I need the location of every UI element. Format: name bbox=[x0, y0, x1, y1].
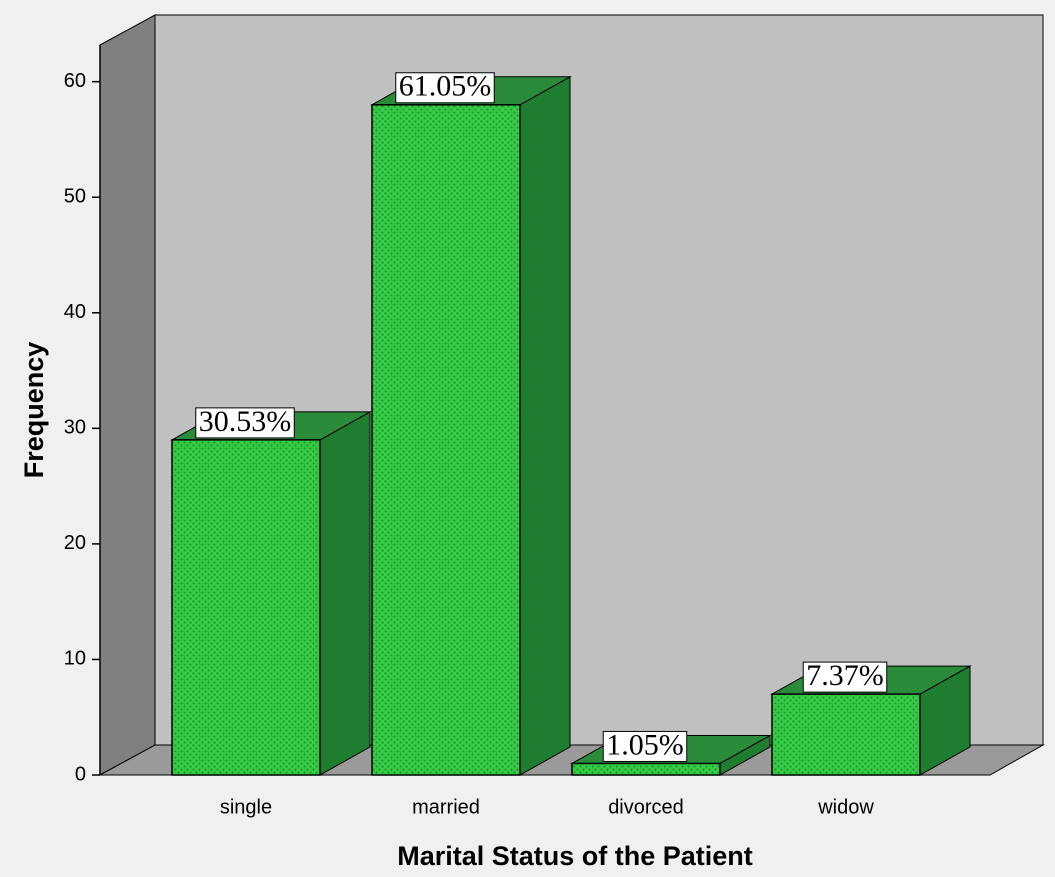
y-tick-label: 60 bbox=[64, 70, 86, 92]
y-tick-label: 0 bbox=[75, 763, 86, 785]
x-tick-label: widow bbox=[817, 796, 874, 818]
y-tick-label: 10 bbox=[64, 648, 86, 670]
x-tick-label: married bbox=[412, 796, 480, 818]
value-label-box bbox=[602, 730, 688, 762]
value-label: 7.37% bbox=[806, 659, 884, 692]
bar-side bbox=[319, 411, 371, 776]
value-label-box bbox=[195, 407, 295, 439]
y-tick-label: 40 bbox=[64, 301, 86, 323]
value-label-box bbox=[802, 661, 888, 693]
value-label: 1.05% bbox=[606, 728, 684, 761]
y-tick-label: 50 bbox=[64, 186, 86, 208]
bar-side bbox=[519, 75, 571, 776]
x-tick-label: divorced bbox=[608, 796, 684, 818]
value-label-box bbox=[395, 72, 495, 104]
x-axis-title: Marital Status of the Patient bbox=[397, 841, 753, 871]
y-axis-title: Frequency bbox=[19, 342, 49, 479]
y-tick-label: 20 bbox=[64, 532, 86, 554]
x-tick-label: single bbox=[220, 796, 272, 818]
bar bbox=[571, 762, 721, 776]
value-label: 30.53% bbox=[199, 405, 292, 438]
bar bbox=[171, 439, 321, 776]
bar bbox=[371, 104, 521, 776]
bar bbox=[771, 693, 921, 776]
side-wall bbox=[99, 14, 156, 776]
value-label: 61.05% bbox=[399, 70, 492, 103]
y-tick-label: 30 bbox=[64, 417, 86, 439]
